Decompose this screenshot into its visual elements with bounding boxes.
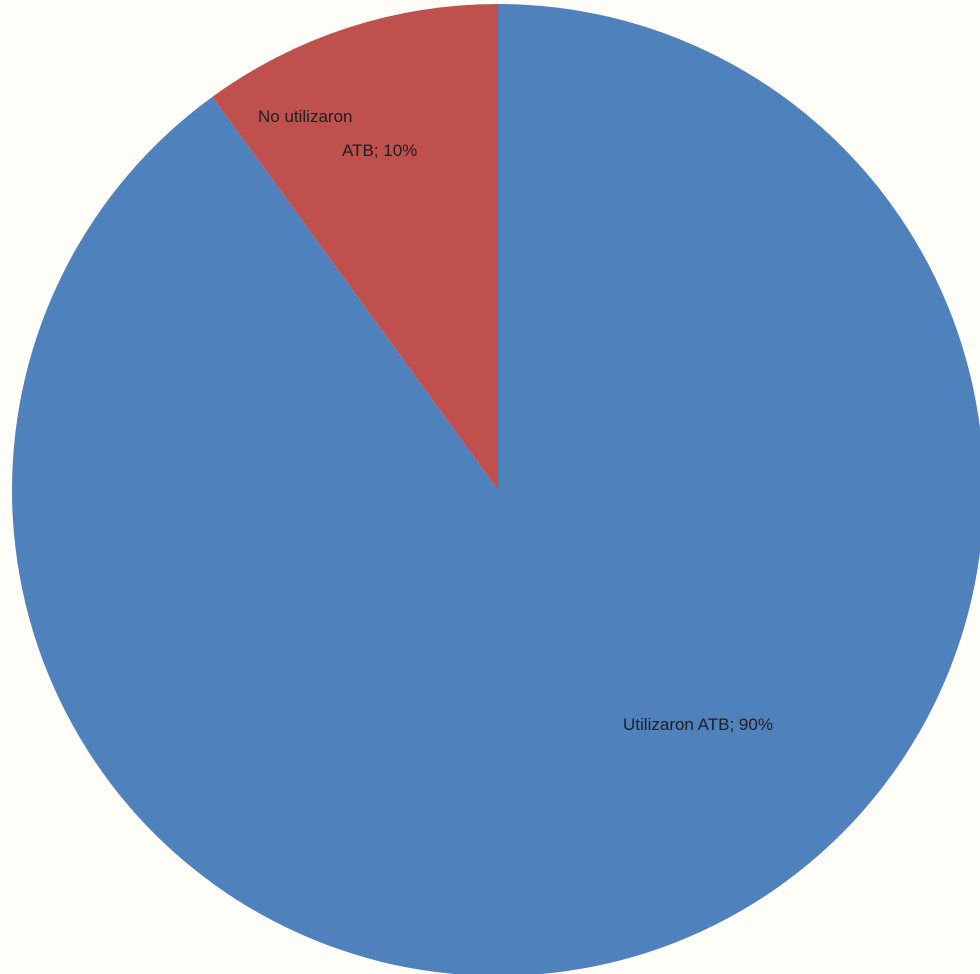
slice-data-label: Utilizaron ATB; 90%	[623, 715, 773, 734]
slice-data-label: No utilizaron ATB; 10%	[258, 107, 417, 160]
pie-slice	[212, 4, 498, 490]
pie-slice	[11, 4, 980, 974]
